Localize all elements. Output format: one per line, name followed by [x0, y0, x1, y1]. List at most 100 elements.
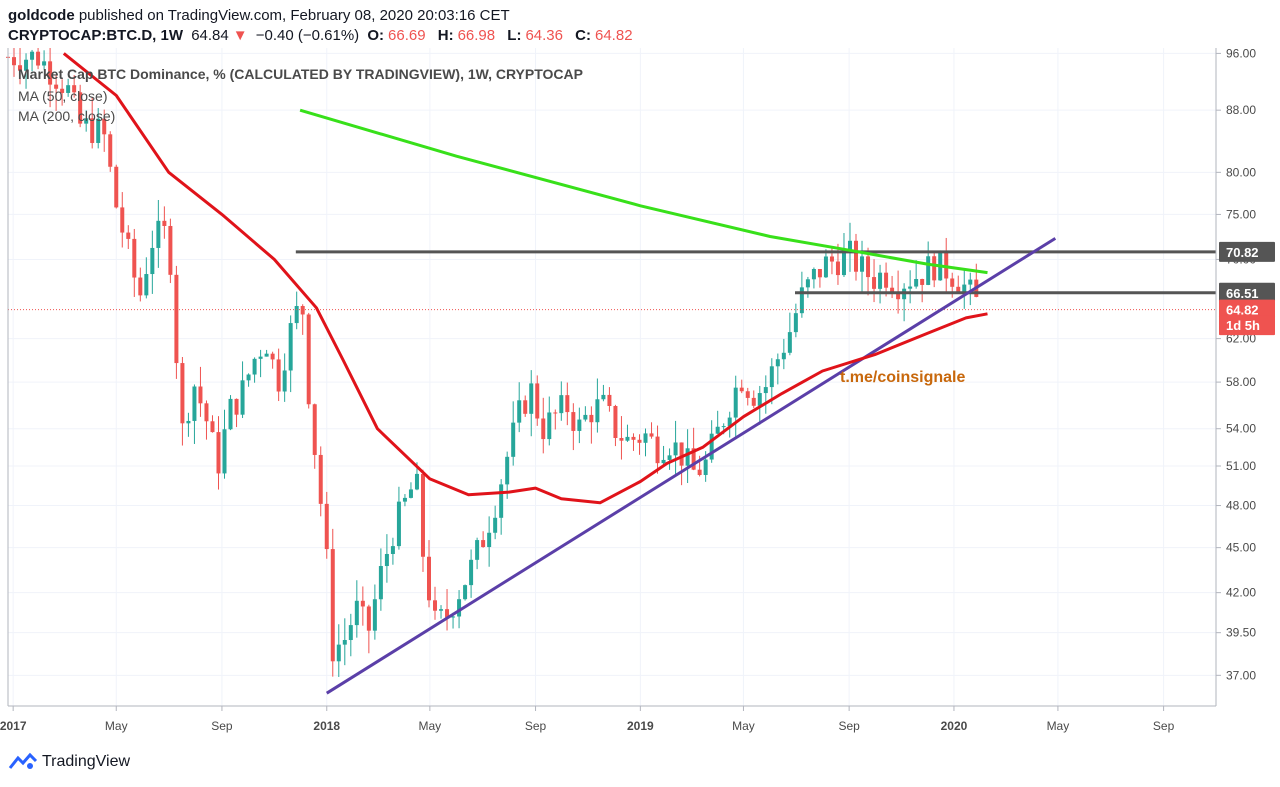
- candle-body: [390, 546, 395, 554]
- candle-body: [174, 274, 179, 364]
- candle-body: [378, 566, 383, 600]
- time-tick-label: 2018: [313, 719, 340, 733]
- legend-ma200[interactable]: MA (200, close): [18, 108, 115, 124]
- candle-body: [258, 356, 263, 359]
- candle-body: [547, 412, 552, 440]
- candle-body: [896, 292, 901, 300]
- price-tick-label: 62.00: [1226, 332, 1256, 346]
- candle-body: [372, 599, 377, 631]
- candle-body: [445, 609, 450, 618]
- candle-body: [553, 412, 558, 414]
- price-tick-label: 88.00: [1226, 103, 1256, 117]
- candle-body: [18, 65, 23, 71]
- time-axis[interactable]: 2017 May Sep 2018 May Sep 2019 May Sep 2020 May Sep: [0, 48, 1216, 733]
- candle-body: [703, 459, 708, 475]
- time-tick-label: 2017: [0, 719, 27, 733]
- candle-body: [433, 600, 438, 611]
- candle-body: [926, 256, 931, 285]
- price-label-text: 64.82: [1226, 303, 1259, 318]
- candle-body: [360, 600, 365, 607]
- candle-body: [535, 383, 540, 419]
- candle-body: [829, 256, 834, 262]
- price-tick-label: 51.00: [1226, 459, 1256, 473]
- candle-body: [878, 272, 883, 289]
- candle-body: [84, 118, 89, 124]
- candle-body: [835, 261, 840, 276]
- candle-body: [733, 387, 738, 418]
- price-label-box: [1219, 315, 1275, 336]
- candle-body: [366, 606, 371, 631]
- candle-body: [577, 419, 582, 431]
- author-name[interactable]: goldcode: [8, 7, 75, 24]
- price-axis[interactable]: 96.0088.0080.0075.0070.0062.0058.0054.00…: [1215, 48, 1275, 706]
- trendline: [325, 237, 1057, 695]
- candle-body: [300, 306, 305, 315]
- overlays: [8, 52, 1216, 695]
- candle-body: [457, 599, 462, 617]
- candle-body: [12, 57, 17, 66]
- candle-body: [426, 556, 431, 601]
- candle-body: [739, 387, 744, 392]
- price-chart[interactable]: 96.0088.0080.0075.0070.0062.0058.0054.00…: [0, 48, 1280, 738]
- candle-body: [805, 279, 810, 288]
- candle-body: [775, 359, 780, 367]
- ma50-line: [62, 52, 988, 505]
- candle-body: [402, 497, 407, 502]
- candle-body: [637, 439, 642, 443]
- price-tick-label: 96.00: [1226, 48, 1256, 60]
- candle-body: [763, 387, 768, 394]
- candle-body: [180, 363, 185, 424]
- published-text: published on TradingView.com, February 0…: [74, 7, 510, 24]
- candle-body: [24, 59, 29, 71]
- candle-body: [613, 406, 618, 438]
- candle-body: [565, 395, 570, 413]
- candle-body: [727, 417, 732, 427]
- candle-body: [469, 559, 474, 586]
- candle-body: [884, 272, 889, 288]
- price-label-box: [1219, 241, 1275, 262]
- candle-body: [204, 403, 209, 422]
- open-value: 66.69: [388, 27, 426, 44]
- candle-body: [968, 279, 973, 285]
- price-tick-label: 37.00: [1226, 668, 1256, 682]
- open-label: O:: [367, 27, 385, 44]
- candle-body: [872, 277, 877, 289]
- candle-body: [138, 277, 143, 296]
- time-tick-label: Sep: [525, 719, 547, 733]
- candle-body: [330, 549, 335, 662]
- candle-body: [210, 421, 215, 433]
- candle-body: [661, 459, 666, 464]
- candle-body: [799, 287, 804, 314]
- candle-body: [866, 256, 871, 278]
- candle-body: [270, 353, 275, 360]
- candle-body: [216, 432, 221, 474]
- legend-ma50[interactable]: MA (50, close): [18, 88, 107, 104]
- candle-body: [721, 426, 726, 428]
- candle-body: [126, 232, 131, 239]
- candle-body: [589, 414, 594, 423]
- candle-body: [234, 398, 239, 415]
- candle-body: [781, 352, 786, 360]
- candle-body: [673, 442, 678, 456]
- candle-body: [811, 268, 816, 280]
- candle-body: [354, 600, 359, 626]
- brand-name[interactable]: TradingView: [42, 753, 131, 770]
- candle-body: [685, 448, 690, 466]
- symbol-label[interactable]: CRYPTOCAP:BTC.D, 1W: [8, 27, 184, 44]
- price-tick-label: 42.00: [1226, 586, 1256, 600]
- candle-body: [475, 540, 480, 560]
- candle-body: [186, 420, 191, 424]
- chart-header: goldcode published on TradingView.com, F…: [8, 6, 641, 46]
- price-tick-label: 54.00: [1226, 422, 1256, 436]
- candle-body: [571, 412, 576, 431]
- candle-body: [294, 306, 299, 324]
- price-tick-label: 58.00: [1226, 375, 1256, 389]
- price-label-text: 70.82: [1226, 245, 1259, 260]
- high-label: H:: [437, 27, 454, 44]
- candle-body: [48, 61, 53, 85]
- candle-body: [342, 640, 347, 645]
- time-tick-label: 2019: [627, 719, 654, 733]
- candle-body: [787, 332, 792, 353]
- candle-body: [679, 442, 684, 466]
- time-tick-label: May: [1047, 719, 1070, 733]
